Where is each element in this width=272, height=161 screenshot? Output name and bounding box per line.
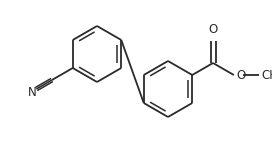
Text: O: O: [237, 68, 246, 81]
Text: O: O: [208, 23, 218, 36]
Text: N: N: [28, 86, 36, 99]
Text: CH: CH: [262, 68, 272, 81]
